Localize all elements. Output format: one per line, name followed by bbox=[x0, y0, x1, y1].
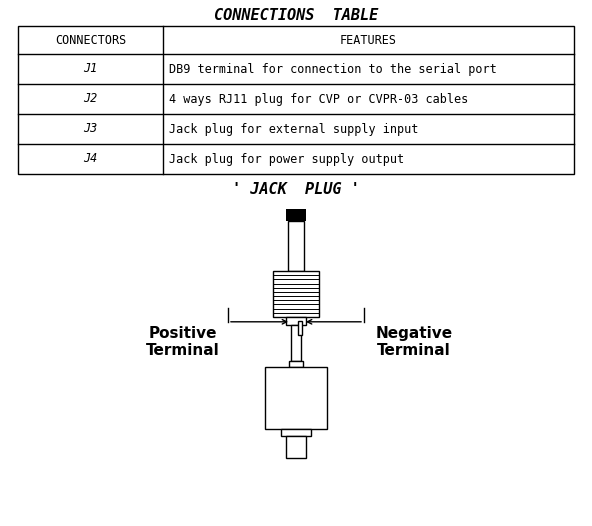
Text: Jack plug for external supply input: Jack plug for external supply input bbox=[169, 123, 419, 136]
Text: DB9 terminal for connection to the serial port: DB9 terminal for connection to the seria… bbox=[169, 63, 497, 76]
Text: J3: J3 bbox=[83, 123, 98, 136]
Bar bbox=[273, 271, 319, 317]
Text: Negative
Terminal: Negative Terminal bbox=[375, 326, 452, 358]
Text: Jack plug for power supply output: Jack plug for power supply output bbox=[169, 153, 404, 166]
Bar bbox=[18, 26, 574, 174]
Bar bbox=[286, 209, 306, 221]
Text: J4: J4 bbox=[83, 153, 98, 166]
Bar bbox=[286, 317, 306, 325]
Text: Positive
Terminal: Positive Terminal bbox=[146, 326, 220, 358]
Text: J2: J2 bbox=[83, 93, 98, 106]
Bar bbox=[298, 321, 302, 335]
Text: J1: J1 bbox=[83, 63, 98, 76]
Bar bbox=[286, 436, 306, 458]
Text: CONNECTIONS  TABLE: CONNECTIONS TABLE bbox=[214, 8, 378, 23]
Text: FEATURES: FEATURES bbox=[340, 34, 397, 46]
Text: ' JACK  PLUG ': ' JACK PLUG ' bbox=[232, 182, 360, 197]
Bar bbox=[281, 429, 311, 436]
Text: CONNECTORS: CONNECTORS bbox=[55, 34, 126, 46]
Bar bbox=[265, 367, 327, 429]
Bar bbox=[289, 361, 303, 367]
Bar bbox=[288, 221, 304, 271]
Bar bbox=[291, 325, 301, 361]
Text: 4 ways RJ11 plug for CVP or CVPR-03 cables: 4 ways RJ11 plug for CVP or CVPR-03 cabl… bbox=[169, 93, 468, 106]
